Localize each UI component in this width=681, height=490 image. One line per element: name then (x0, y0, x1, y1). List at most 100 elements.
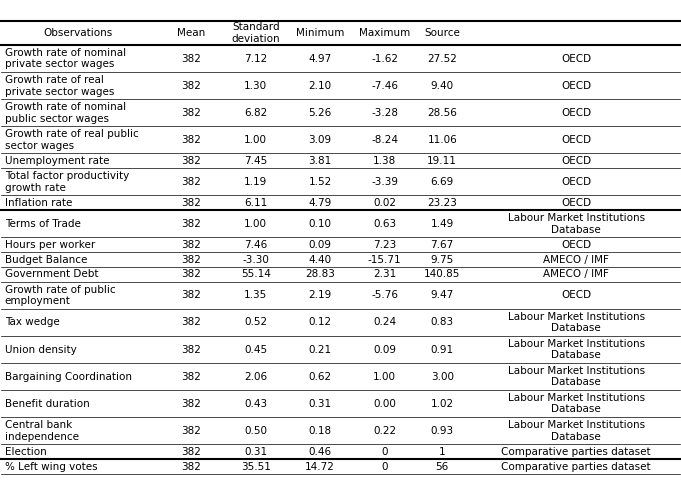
Text: Labour Market Institutions
Database: Labour Market Institutions Database (507, 213, 645, 235)
Text: 382: 382 (181, 219, 201, 229)
Text: 5.26: 5.26 (308, 108, 332, 118)
Text: OECD: OECD (561, 135, 591, 145)
Text: Maximum: Maximum (359, 28, 410, 38)
Text: 382: 382 (181, 240, 201, 250)
Text: 0.45: 0.45 (244, 344, 267, 354)
Text: 382: 382 (181, 371, 201, 382)
Text: 3.09: 3.09 (308, 135, 332, 145)
Text: 28.83: 28.83 (305, 270, 335, 279)
Text: 27.52: 27.52 (427, 53, 457, 64)
Text: OECD: OECD (561, 177, 591, 187)
Text: Growth rate of real public
sector wages: Growth rate of real public sector wages (5, 129, 138, 151)
Text: AMECO / IMF: AMECO / IMF (543, 270, 609, 279)
Text: 0.52: 0.52 (244, 318, 267, 327)
Text: Inflation rate: Inflation rate (5, 198, 72, 208)
Text: 382: 382 (181, 318, 201, 327)
Text: 3.00: 3.00 (431, 371, 454, 382)
Text: 0.09: 0.09 (373, 344, 396, 354)
Text: Growth rate of nominal
public sector wages: Growth rate of nominal public sector wag… (5, 102, 126, 123)
Text: 1.30: 1.30 (244, 81, 267, 91)
Text: Growth rate of nominal
private sector wages: Growth rate of nominal private sector wa… (5, 48, 126, 70)
Text: Mean: Mean (177, 28, 206, 38)
Text: Total factor productivity
growth rate: Total factor productivity growth rate (5, 171, 129, 193)
Text: 6.82: 6.82 (244, 108, 268, 118)
Text: 2.31: 2.31 (373, 270, 396, 279)
Text: Budget Balance: Budget Balance (5, 254, 87, 265)
Text: 1.00: 1.00 (244, 135, 267, 145)
Text: 6.69: 6.69 (430, 177, 454, 187)
Text: 0.22: 0.22 (373, 426, 396, 436)
Text: 0.46: 0.46 (308, 447, 332, 457)
Text: 55.14: 55.14 (241, 270, 270, 279)
Text: 7.23: 7.23 (373, 240, 396, 250)
Text: Source: Source (424, 28, 460, 38)
Text: 0: 0 (381, 447, 388, 457)
Text: 0: 0 (381, 462, 388, 471)
Text: OECD: OECD (561, 53, 591, 64)
Text: 9.40: 9.40 (430, 81, 454, 91)
Text: Government Debt: Government Debt (5, 270, 98, 279)
Text: 0.91: 0.91 (430, 344, 454, 354)
Text: 382: 382 (181, 81, 201, 91)
Text: OECD: OECD (561, 81, 591, 91)
Text: 3.81: 3.81 (308, 156, 332, 166)
Text: Labour Market Institutions
Database: Labour Market Institutions Database (507, 420, 645, 441)
Text: Election: Election (5, 447, 46, 457)
Text: 23.23: 23.23 (427, 198, 457, 208)
Text: 0.43: 0.43 (244, 399, 267, 409)
Text: 11.06: 11.06 (428, 135, 457, 145)
Text: 2.06: 2.06 (244, 371, 267, 382)
Text: 1.52: 1.52 (308, 177, 332, 187)
Text: 1: 1 (439, 447, 445, 457)
Text: 0.24: 0.24 (373, 318, 396, 327)
Text: 1.00: 1.00 (244, 219, 267, 229)
Text: 0.10: 0.10 (308, 219, 332, 229)
Text: Comparative parties dataset: Comparative parties dataset (501, 462, 651, 471)
Text: 1.02: 1.02 (430, 399, 454, 409)
Text: 7.67: 7.67 (430, 240, 454, 250)
Text: Hours per worker: Hours per worker (5, 240, 95, 250)
Text: OECD: OECD (561, 198, 591, 208)
Text: % Left wing votes: % Left wing votes (5, 462, 97, 471)
Text: OECD: OECD (561, 291, 591, 300)
Text: 0.12: 0.12 (308, 318, 332, 327)
Text: Observations: Observations (43, 28, 112, 38)
Text: 1.35: 1.35 (244, 291, 268, 300)
Text: 382: 382 (181, 198, 201, 208)
Text: -3.28: -3.28 (371, 108, 398, 118)
Text: Comparative parties dataset: Comparative parties dataset (501, 447, 651, 457)
Text: Labour Market Institutions
Database: Labour Market Institutions Database (507, 366, 645, 388)
Text: 0.50: 0.50 (244, 426, 267, 436)
Text: 1.00: 1.00 (373, 371, 396, 382)
Text: Minimum: Minimum (296, 28, 345, 38)
Text: Tax wedge: Tax wedge (5, 318, 59, 327)
Text: OECD: OECD (561, 156, 591, 166)
Text: 1.19: 1.19 (244, 177, 268, 187)
Text: 382: 382 (181, 53, 201, 64)
Text: 0.31: 0.31 (244, 447, 267, 457)
Text: -7.46: -7.46 (371, 81, 398, 91)
Text: Labour Market Institutions
Database: Labour Market Institutions Database (507, 393, 645, 415)
Text: 9.47: 9.47 (430, 291, 454, 300)
Text: 0.93: 0.93 (430, 426, 454, 436)
Text: Unemployment rate: Unemployment rate (5, 156, 109, 166)
Text: 7.45: 7.45 (244, 156, 268, 166)
Text: 0.83: 0.83 (430, 318, 454, 327)
Text: -1.62: -1.62 (371, 53, 398, 64)
Text: AMECO / IMF: AMECO / IMF (543, 254, 609, 265)
Text: 382: 382 (181, 177, 201, 187)
Text: 382: 382 (181, 108, 201, 118)
Text: 0.02: 0.02 (373, 198, 396, 208)
Text: 19.11: 19.11 (427, 156, 457, 166)
Text: 6.11: 6.11 (244, 198, 268, 208)
Text: 382: 382 (181, 270, 201, 279)
Text: Benefit duration: Benefit duration (5, 399, 89, 409)
Text: 382: 382 (181, 426, 201, 436)
Text: -15.71: -15.71 (368, 254, 401, 265)
Text: 9.75: 9.75 (430, 254, 454, 265)
Text: -5.76: -5.76 (371, 291, 398, 300)
Text: Labour Market Institutions
Database: Labour Market Institutions Database (507, 339, 645, 360)
Text: 382: 382 (181, 135, 201, 145)
Text: 382: 382 (181, 291, 201, 300)
Text: Growth rate of real
private sector wages: Growth rate of real private sector wages (5, 75, 114, 97)
